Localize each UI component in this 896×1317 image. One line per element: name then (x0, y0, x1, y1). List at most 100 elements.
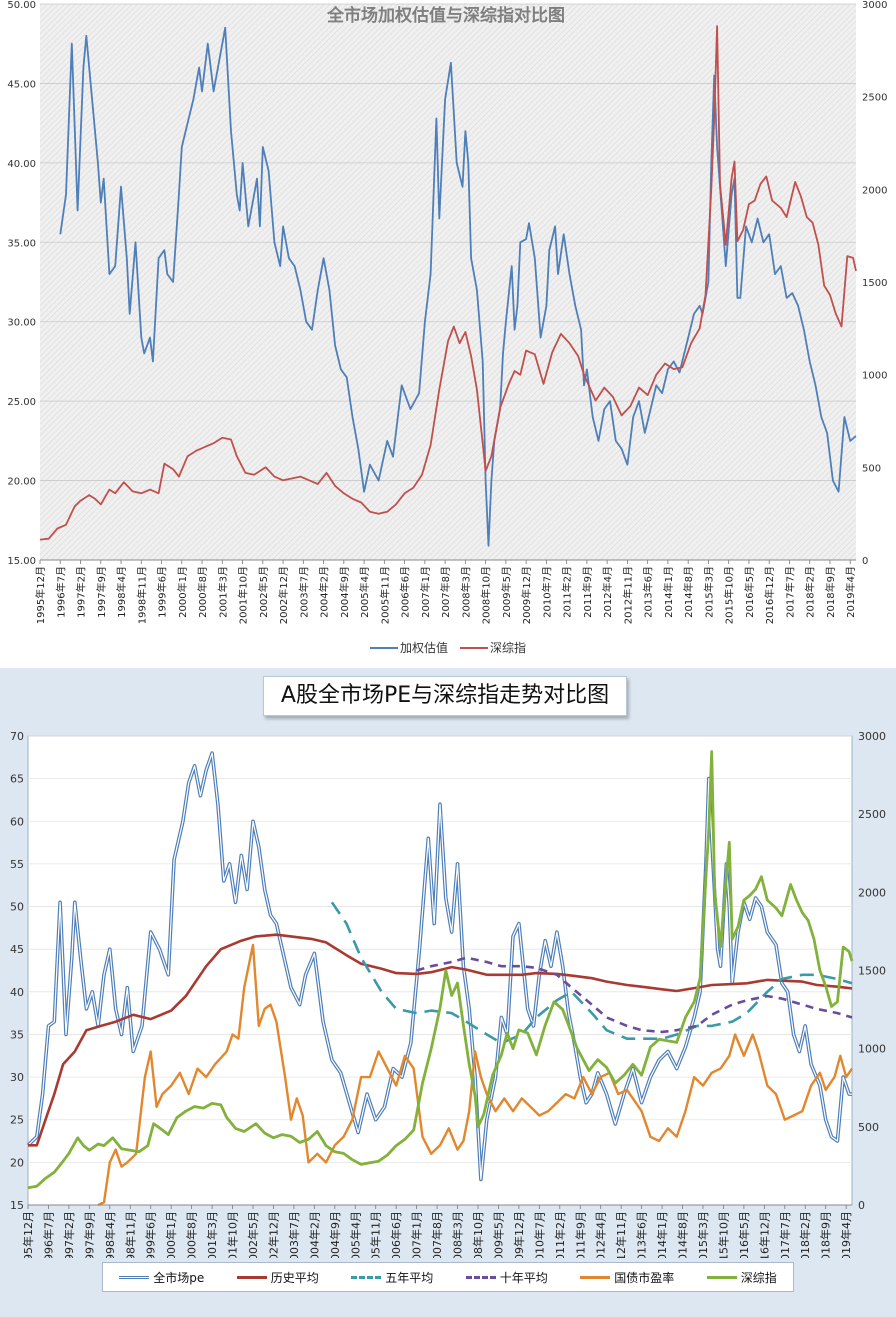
x-tick-label: 2011年9月 (573, 1211, 587, 1258)
series-line-ten (416, 956, 853, 1034)
series-line-five (330, 901, 853, 1045)
x-tick-label: 2015年3月 (696, 1211, 710, 1258)
x-tick-label: 1999年6月 (156, 566, 169, 618)
y-right-tick-label: 500 (862, 463, 881, 474)
x-tick-label: 2005年4月 (358, 566, 371, 618)
y-left-tick-label: 55 (10, 858, 24, 871)
series-line-pe (59, 26, 857, 547)
chart-1-canvas: 15.00 20.00 25.00 30.00 35.00 40.00 45.00 50.00… (7, 0, 887, 655)
legend-item-pe: 全市场pe (119, 1269, 204, 1286)
x-tick-label: 2014年8月 (676, 1211, 690, 1258)
y-left-tick-label: 60 (10, 815, 24, 828)
y-right-tick-label: 1000 (858, 1043, 886, 1056)
x-tick-label: 2014年1月 (655, 1211, 669, 1258)
x-tick-label: 2017年7月 (778, 1211, 792, 1258)
x-tick-label: 2016年12月 (757, 1211, 771, 1258)
x-tick-label: 2016年12月 (763, 566, 776, 624)
x-tick-label: 2005年11月 (369, 1211, 383, 1258)
x-tick-label: 1998年4月 (115, 566, 128, 618)
x-tick-label: 1995年12月 (34, 566, 47, 624)
x-tick-label: 2004年2月 (318, 566, 331, 618)
x-tick-label: 2012年4月 (601, 566, 614, 618)
legend-label-ten: 十年平均 (499, 1270, 548, 1285)
x-tick-label: 2011年2月 (553, 1211, 567, 1258)
chart-2-canvas: 15 20 25 30 35 40 45 50 55 60 65 70 0 500 1000 1500 2000… (10, 730, 886, 1258)
y-right-tick-label: 2500 (862, 93, 887, 104)
x-tick-label: 1995年12月 (21, 1211, 35, 1258)
x-tick-label: 2006年6月 (399, 566, 412, 618)
x-tick-label: 1997年2月 (62, 1211, 76, 1258)
x-tick-label: 2010年7月 (540, 566, 553, 618)
x-tick-label: 2018年2月 (798, 1211, 812, 1258)
x-tick-label: 2012年11月 (621, 566, 634, 624)
y-left-tick-label: 40.00 (7, 159, 36, 170)
x-tick-label: 2013年6月 (642, 566, 655, 618)
x-tick-label: 2000年8月 (185, 1211, 199, 1258)
series-line-hist (28, 933, 853, 1147)
x-tick-label: 2010年7月 (532, 1211, 546, 1258)
x-tick-label: 2009年5月 (500, 566, 513, 618)
y-left-tick-label: 25.00 (7, 397, 36, 408)
legend-label-szzs: 深综指 (490, 640, 526, 655)
series-line-pe-inner (27, 752, 852, 1180)
x-tick-label: 1997年9月 (95, 566, 108, 618)
x-tick-label: 2003年7月 (297, 566, 310, 618)
y-right-tick-label: 2000 (862, 185, 887, 196)
x-tick-label: 2013年6月 (635, 1211, 649, 1258)
legend-swatch-bond (580, 1275, 611, 1279)
x-tick-label: 2008年10月 (480, 566, 493, 624)
x-tick-label: 2019年4月 (839, 1211, 853, 1258)
legend-swatch-ten (465, 1275, 496, 1279)
y-left-tick-label: 65 (10, 773, 24, 786)
y-right-tick-label: 2000 (858, 886, 886, 899)
series-line-szzs (27, 750, 854, 1190)
x-tick-label: 2008年3月 (451, 1211, 465, 1258)
chart-weighted-valuation: 15.00 20.00 25.00 30.00 35.00 40.00 45.00 50.00… (7, 0, 888, 655)
x-tick-label: 2014年1月 (662, 566, 675, 618)
x-tick-label: 2009年5月 (491, 1211, 505, 1258)
y-left-tick-label: 45.00 (7, 79, 36, 90)
x-tick-label: 2003年7月 (287, 1211, 301, 1258)
x-tick-label: 2012年4月 (594, 1211, 608, 1258)
x-tick-label: 2005年11月 (378, 566, 391, 624)
y-right-tick-label: 3000 (858, 730, 886, 743)
x-tick-label: 1998年4月 (103, 1211, 117, 1258)
x-tick-label: 2007年1月 (419, 566, 432, 618)
legend-swatch-szzs (706, 1275, 737, 1279)
x-tick-label: 2000年1月 (176, 566, 189, 618)
x-tick-label: 2001年10月 (226, 1211, 240, 1258)
y-left-tick-label: 30 (10, 1071, 24, 1084)
legend-item-hist: 历史平均 (236, 1269, 319, 1286)
y-right-tick-label: 0 (862, 556, 868, 567)
x-tick-label: 2001年3月 (216, 566, 229, 618)
chart-pe-vs-szzs: A股全市场PE与深综指走势对比图 15 20 25 30 35 40 45 50 55 60 65 7… (0, 668, 896, 1317)
y-left-tick-label: 20 (10, 1156, 24, 1169)
x-tick-label: 2000年1月 (164, 1211, 178, 1258)
series-line-bond (97, 943, 853, 1207)
x-tick-label: 2009年12月 (520, 566, 533, 624)
y-right-tick-label: 1500 (858, 965, 886, 978)
y-left-tick-label: 35 (10, 1028, 24, 1041)
y-right-tick-label: 1500 (862, 278, 887, 289)
x-tick-label: 2018年2月 (804, 566, 817, 618)
x-tick-label: 2009年12月 (512, 1211, 526, 1258)
x-tick-label: 2014年8月 (682, 566, 695, 618)
y-right-tick-label: 500 (858, 1121, 879, 1134)
x-tick-label: 2001年10月 (237, 566, 250, 624)
plot-area-1 (40, 4, 856, 560)
legend-label-szzs: 深综指 (740, 1270, 777, 1285)
legend-label-bond: 国债市盈率 (614, 1270, 675, 1285)
y-left-tick-label: 70 (10, 730, 24, 743)
chart-2-title: A股全市场PE与深综指走势对比图 (263, 676, 627, 716)
y-left-tick-label: 20.00 (7, 477, 36, 488)
legend-label-hist: 历史平均 (270, 1270, 319, 1285)
x-tick-label: 2007年8月 (439, 566, 452, 618)
x-tick-label: 2018年9月 (824, 566, 837, 618)
y-left-tick-label: 25 (10, 1114, 24, 1127)
legend-item-bond: 国债市盈率 (580, 1269, 674, 1286)
legend-swatch-pe (119, 1275, 150, 1279)
x-tick-label: 2015年3月 (702, 566, 715, 618)
x-tick-label: 1996年7月 (54, 566, 67, 618)
x-tick-label: 2015年10月 (723, 566, 736, 624)
x-tick-label: 2007年1月 (410, 1211, 424, 1258)
